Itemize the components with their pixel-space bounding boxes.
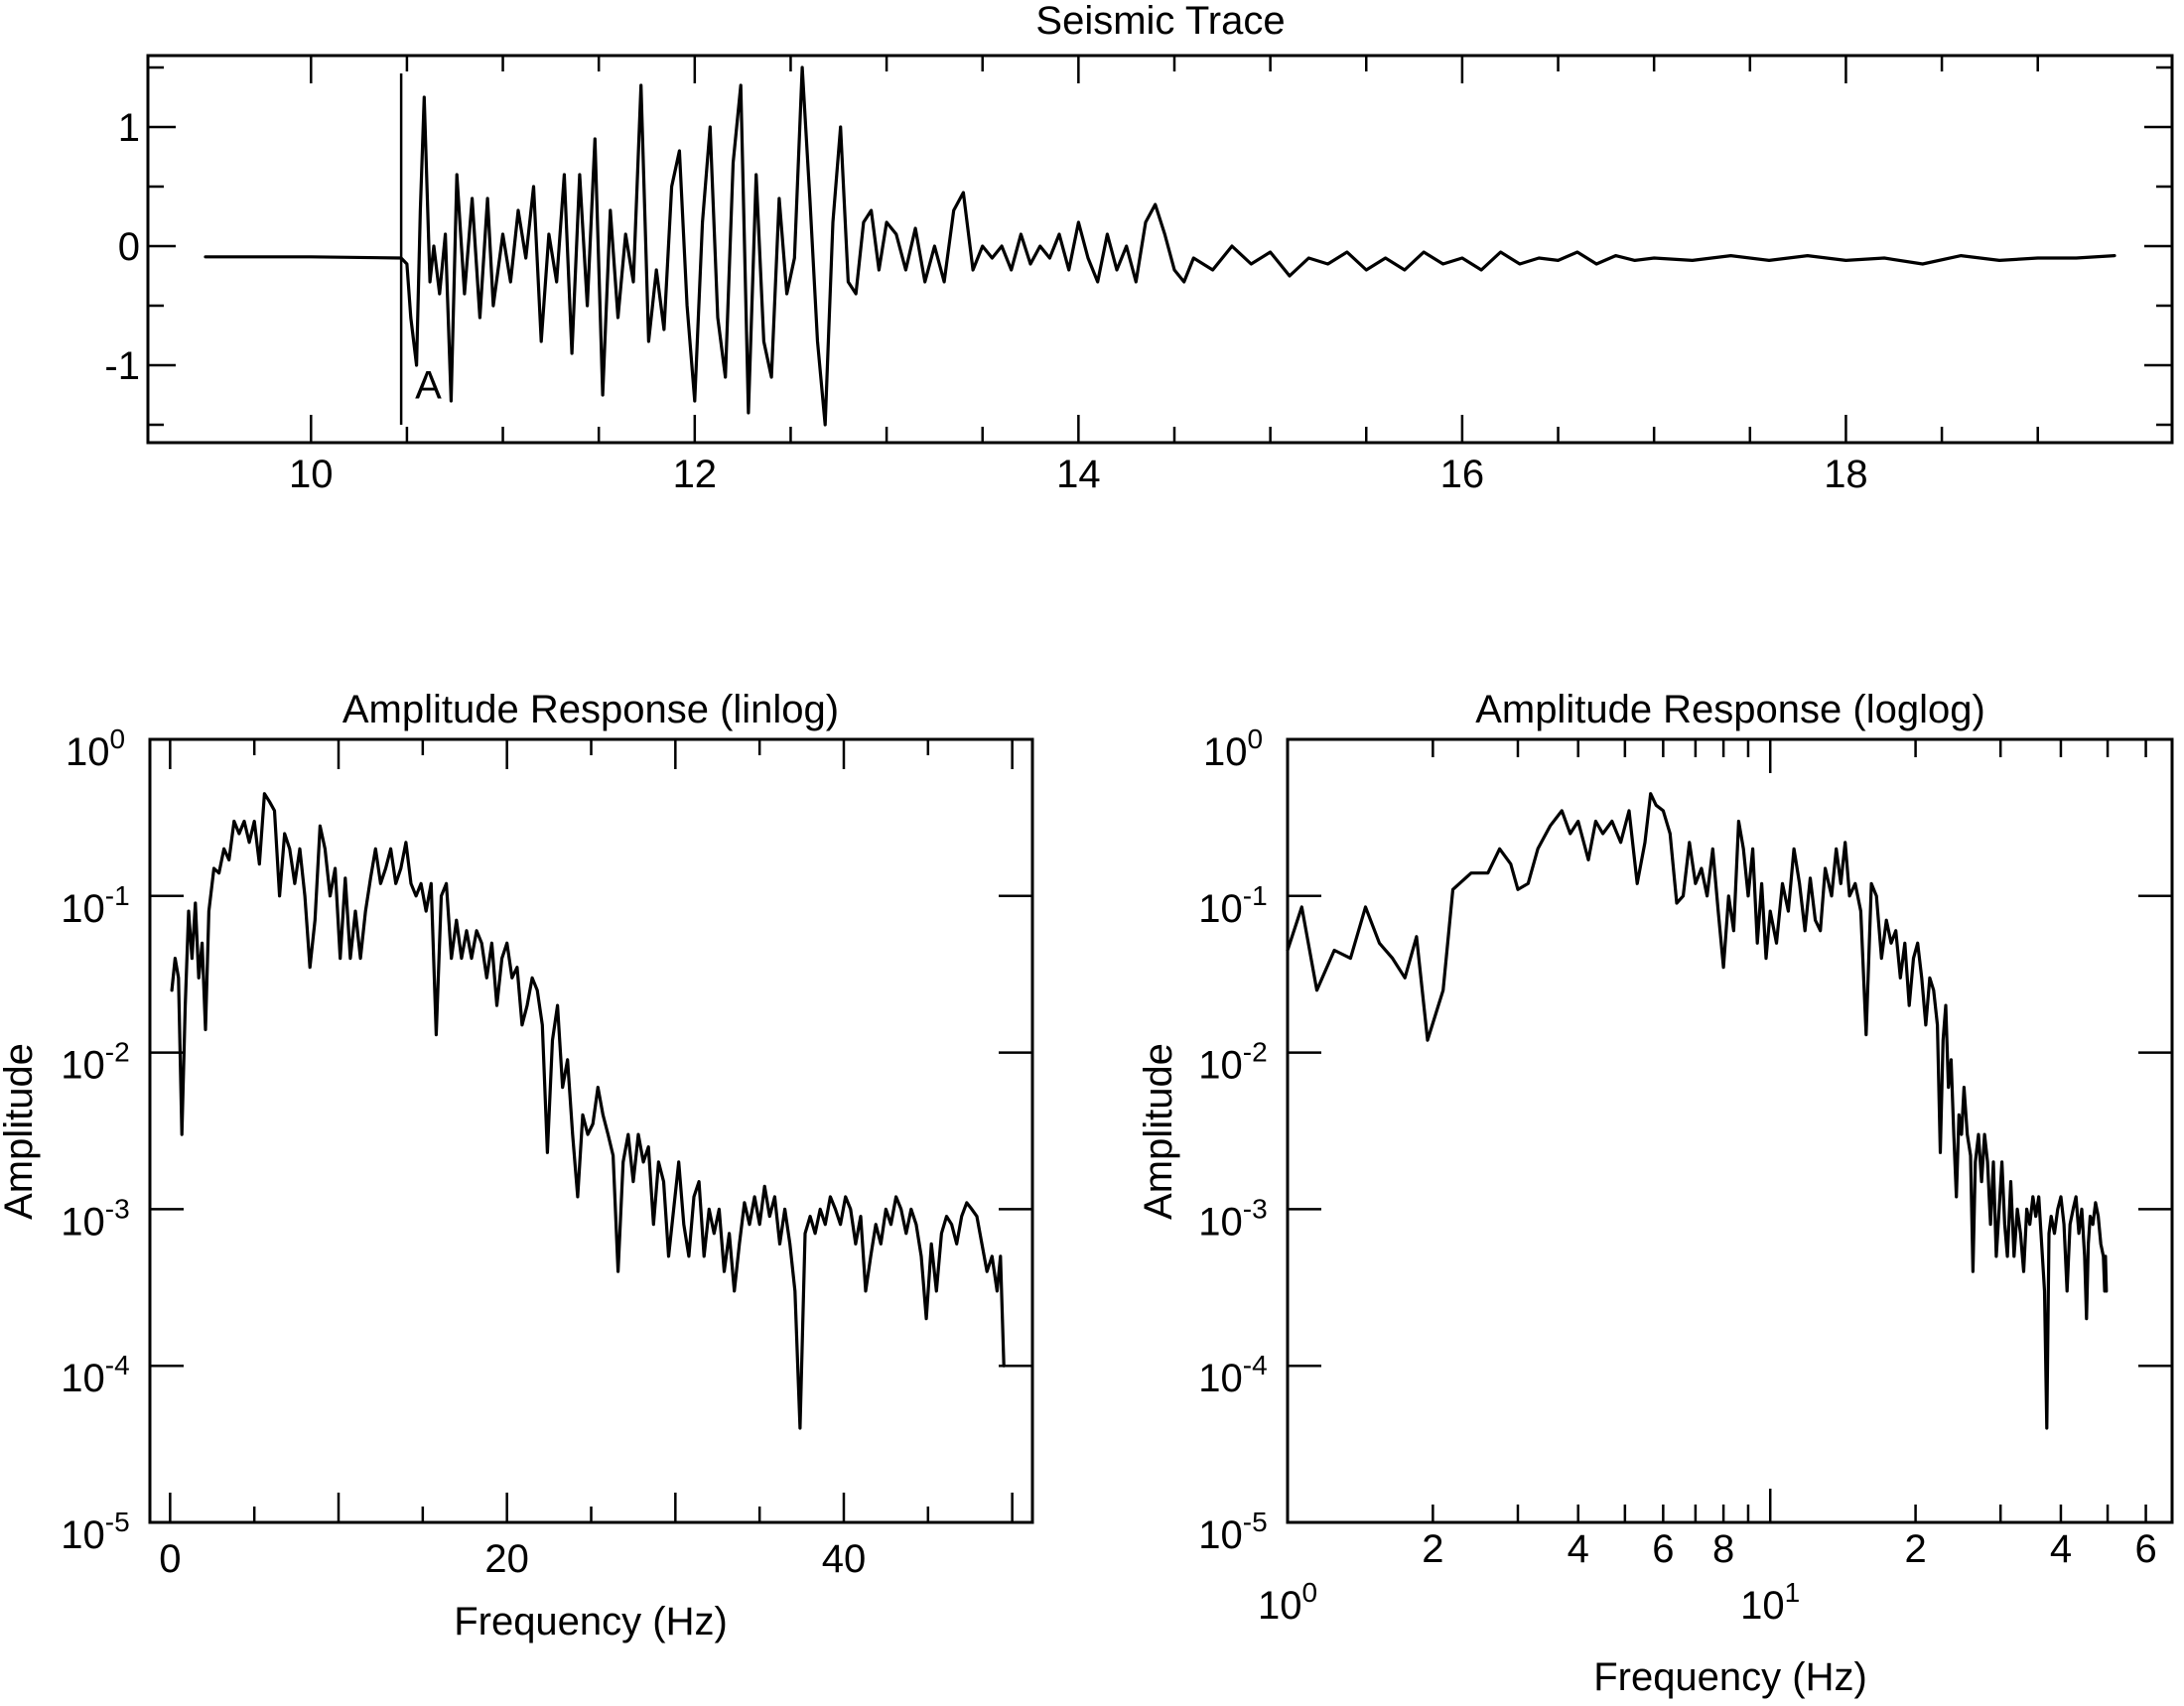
seismic-x-tick-label: 12 [673,453,718,496]
loglog-y-tick-label-base: 10 [1198,1513,1243,1557]
linlog-y-tick-label: 10-1 [61,880,129,931]
seismic-trace-line [204,66,2116,427]
linlog-y-tick-label-exponent: -5 [105,1507,130,1537]
seismic-ticks [148,56,2172,443]
linlog-y-tick-label-exponent: -2 [105,1037,130,1068]
seismic-x-tick-label: 14 [1056,453,1101,496]
seismic-y-tick-label: 1 [118,106,140,150]
linlog-y-axis-label: Amplitude [0,1043,41,1220]
loglog-x-minor-label: 4 [2050,1527,2072,1571]
loglog-y-tick-label: 100 [1203,723,1263,774]
loglog-x-minor-label: 8 [1712,1527,1734,1571]
loglog-y-tick-label-exponent: -4 [1243,1350,1268,1380]
loglog-x-major-label-base: 10 [1258,1584,1302,1628]
linlog-y-tick-label-base: 10 [61,1200,105,1244]
loglog-x-major-label-exponent: 1 [1785,1577,1801,1608]
loglog-y-tick-label-base: 10 [1198,1200,1243,1244]
seismic-y-tick-label: 0 [118,225,140,269]
marker-a-label: A [415,364,442,408]
loglog-ticks [1286,737,2172,1524]
linlog-x-tick-label: 40 [822,1537,867,1581]
loglog-x-minor-label: 2 [1904,1527,1926,1571]
loglog-x-axis-label: Frequency (Hz) [1593,1655,1867,1699]
loglog-x-minor-label: 2 [1422,1527,1443,1571]
linlog-y-tick-label-exponent: -4 [105,1350,130,1380]
linlog-x-tick-label: 0 [159,1537,181,1581]
linlog-y-tick-label: 10-4 [61,1350,129,1400]
loglog-y-tick-label-exponent: -3 [1243,1193,1268,1224]
seismic-plot-frame [146,54,2174,445]
loglog-amplitude-line [1286,792,2109,1430]
linlog-y-tick-label: 10-5 [61,1507,129,1557]
linlog-y-tick-label-base: 10 [61,1357,105,1400]
linlog-y-tick-label: 10-3 [61,1193,129,1244]
linlog-title: Amplitude Response (linlog) [342,688,839,731]
linlog-x-tick-label: 20 [484,1537,529,1581]
linlog-y-tick-label: 10-2 [61,1037,129,1088]
loglog-x-minor-label: 6 [1652,1527,1674,1571]
seismic-y-tick-label: -1 [104,344,140,388]
linlog-amplitude-line [170,792,1006,1430]
linlog-y-tick-label: 100 [66,723,125,774]
linlog-panel: Amplitude Response (linlog) 10-510-410-3… [0,688,1034,1643]
loglog-y-tick-label: 10-1 [1198,880,1267,931]
loglog-x-major-label-base: 10 [1740,1584,1785,1628]
linlog-y-tick-label-base: 10 [66,730,110,774]
loglog-y-tick-label-exponent: -1 [1243,880,1268,911]
linlog-y-tick-label-exponent: 0 [109,723,125,754]
linlog-x-axis-label: Frequency (Hz) [454,1600,728,1643]
linlog-y-tick-label-exponent: -1 [105,880,130,911]
loglog-y-tick-label: 10-5 [1198,1507,1267,1557]
loglog-y-tick-label-base: 10 [1203,730,1248,774]
loglog-x-major-label: 101 [1740,1577,1800,1628]
linlog-y-tick-label-base: 10 [61,1044,105,1088]
loglog-y-tick-label: 10-2 [1198,1037,1267,1088]
seismic-tick-labels: 10 12 14 16 18 -1 0 1 [104,106,1867,496]
linlog-y-tick-label-base: 10 [61,887,105,931]
loglog-x-major-label-exponent: 0 [1301,1577,1317,1608]
loglog-y-tick-label-exponent: -5 [1243,1507,1268,1537]
loglog-y-tick-label-exponent: -2 [1243,1037,1268,1068]
seismic-x-tick-label: 16 [1440,453,1485,496]
seismic-title: Seismic Trace [1035,0,1285,43]
loglog-title: Amplitude Response (loglog) [1475,688,1985,731]
loglog-y-tick-label: 10-4 [1198,1350,1267,1400]
seismic-trace-panel: Seismic Trace 10 12 14 16 18 -1 0 1 A [104,0,2174,496]
loglog-x-major-label: 100 [1258,1577,1317,1628]
loglog-y-tick-label: 10-3 [1198,1193,1267,1244]
loglog-plot-frame [1286,737,2174,1524]
seismic-x-tick-label: 18 [1824,453,1868,496]
seismic-marker: A [399,73,442,425]
loglog-y-tick-label-base: 10 [1198,1357,1243,1400]
loglog-x-minor-label: 4 [1568,1527,1589,1571]
loglog-y-axis-label: Amplitude [1137,1043,1180,1220]
loglog-y-tick-label-base: 10 [1198,887,1243,931]
loglog-x-minor-label: 6 [2134,1527,2156,1571]
loglog-y-tick-label-exponent: 0 [1247,723,1263,754]
linlog-y-tick-label-exponent: -3 [105,1193,130,1224]
seismic-x-tick-label: 10 [289,453,334,496]
linlog-y-tick-label-base: 10 [61,1513,105,1557]
loglog-y-tick-label-base: 10 [1198,1044,1243,1088]
linlog-ticks [150,737,1032,1524]
loglog-panel: Amplitude Response (loglog) 10-510-410-3… [1137,688,2174,1699]
